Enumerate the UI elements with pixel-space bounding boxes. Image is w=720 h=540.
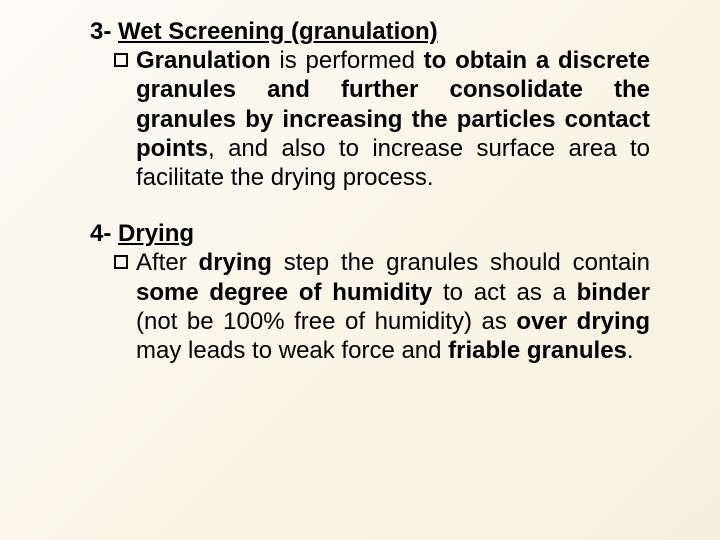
p2-b5: friable granules — [448, 337, 627, 364]
bullet-row-2: After drying step the granules should co… — [114, 248, 650, 365]
p2-t3: to act as a — [432, 279, 576, 306]
p2-b1: drying — [199, 249, 272, 276]
p2-t4: (not be 100% free of humidity) as — [136, 308, 516, 335]
p1-t1: is performed — [271, 47, 424, 74]
bullet-box-icon — [114, 53, 128, 67]
body-1: Granulation is performed to obtain a dis… — [90, 46, 650, 192]
section-drying: 4- Drying After drying step the granules… — [90, 220, 650, 365]
bullet-row-1: Granulation is performed to obtain a dis… — [114, 46, 650, 192]
p2-t2: step the granules should contain — [272, 249, 650, 276]
p2-b3: binder — [577, 279, 650, 306]
section-wet-screening: 3- Wet Screening (granulation) Granulati… — [90, 18, 650, 192]
lead-word: Granulation — [136, 47, 271, 74]
p2-b4: over drying — [516, 308, 650, 335]
heading-2-title: Drying — [118, 220, 194, 247]
p2-t1: After — [136, 249, 199, 276]
p2-b2: some degree of humidity — [136, 279, 432, 306]
heading-1-title: Wet Screening (granulation) — [118, 18, 438, 45]
paragraph-1: Granulation is performed to obtain a dis… — [136, 46, 650, 192]
p1-t2: , and also to increase surface area to f… — [136, 135, 650, 191]
p2-t5: may leads to weak force and — [136, 337, 448, 364]
p2-t6: . — [627, 337, 634, 364]
body-2: After drying step the granules should co… — [90, 248, 650, 365]
heading-1: 3- Wet Screening (granulation) — [90, 18, 650, 46]
paragraph-2: After drying step the granules should co… — [136, 248, 650, 365]
bullet-box-icon — [114, 255, 128, 269]
heading-2: 4- Drying — [90, 220, 650, 248]
heading-2-number: 4- — [90, 220, 111, 247]
heading-1-number: 3- — [90, 18, 111, 45]
